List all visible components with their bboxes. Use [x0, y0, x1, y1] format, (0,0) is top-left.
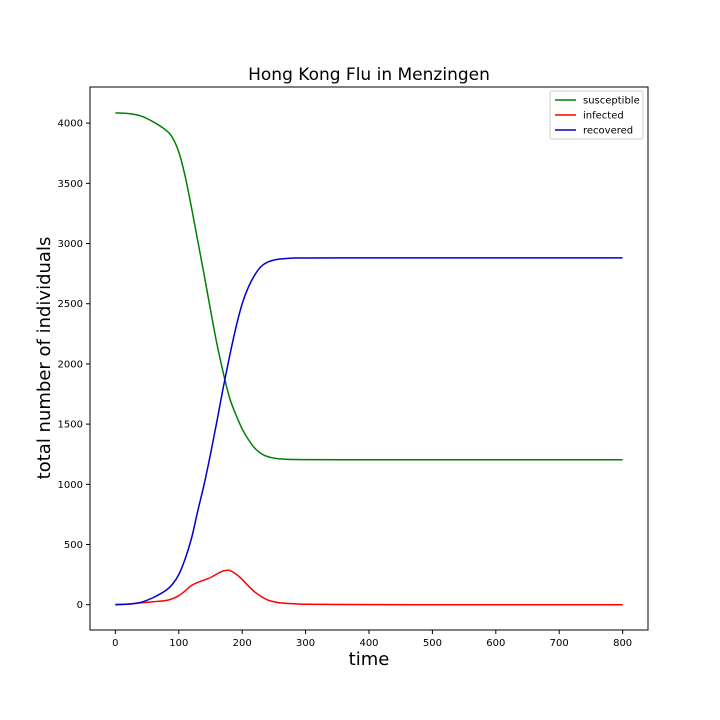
x-tick-label: 700	[550, 638, 569, 649]
y-axis: 0 500 1000 1500 2000 2500 3000 3500 4000	[58, 119, 90, 611]
x-tick-label: 200	[233, 638, 252, 649]
series-line-infected	[115, 569, 623, 606]
legend-label-susceptible: susceptible	[583, 96, 640, 107]
x-tick-label: 800	[613, 638, 632, 649]
x-tick-label: 600	[486, 638, 505, 649]
y-tick-label: 3000	[58, 239, 83, 250]
x-axis: 0 100 200 300 400 500 600 700 800	[112, 630, 632, 649]
series-layer	[115, 112, 623, 606]
x-tick-label: 300	[296, 638, 315, 649]
legend-label-recovered: recovered	[583, 126, 633, 137]
y-tick-label: 3500	[58, 179, 83, 190]
plot-frame	[89, 86, 649, 631]
y-tick-label: 4000	[58, 119, 83, 130]
y-tick-label: 0	[77, 600, 83, 611]
y-tick-label: 2000	[58, 359, 83, 370]
plot-area	[89, 86, 649, 631]
x-tick-label: 100	[169, 638, 188, 649]
x-tick-label: 0	[112, 638, 118, 649]
x-tick-label: 400	[359, 638, 378, 649]
legend: susceptible infected recovered	[549, 90, 644, 140]
legend-label-infected: infected	[583, 111, 624, 122]
x-tick-label: 500	[423, 638, 442, 649]
y-tick-label: 2500	[58, 299, 83, 310]
legend-box	[549, 90, 644, 140]
chart-title: Hong Kong Flu in Menzingen	[248, 65, 490, 85]
y-axis-title: total number of individuals	[34, 237, 55, 480]
series-line-susceptible	[115, 112, 623, 461]
series-line-recovered	[115, 257, 623, 606]
y-tick-label: 1500	[58, 420, 83, 431]
y-tick-label: 500	[64, 540, 83, 551]
y-tick-label: 1000	[58, 480, 83, 491]
x-axis-title: time	[349, 649, 390, 670]
legend-items: susceptible infected recovered	[555, 96, 640, 137]
